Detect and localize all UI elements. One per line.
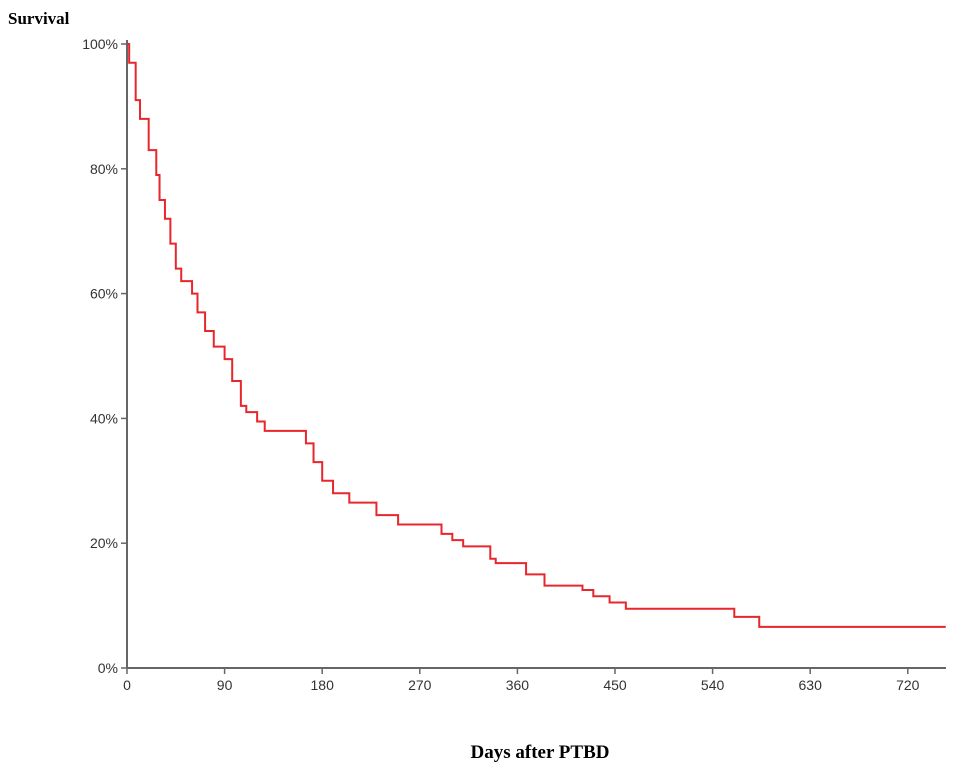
survival-curve	[127, 43, 946, 628]
y-tick-label: 0%	[98, 660, 118, 676]
y-axis-title: Survival	[8, 9, 70, 28]
x-tick-label: 270	[408, 677, 432, 693]
x-tick-label: 540	[701, 677, 725, 693]
y-tick-label: 40%	[90, 410, 118, 426]
x-tick-label: 720	[896, 677, 920, 693]
x-tick-label: 0	[123, 677, 131, 693]
y-tick-label: 80%	[90, 161, 118, 177]
x-tick-label: 180	[311, 677, 335, 693]
x-axis-title: Days after PTBD	[471, 742, 610, 763]
y-tick-label: 20%	[90, 535, 118, 551]
x-tick-label: 90	[217, 677, 233, 693]
y-tick-label: 60%	[90, 286, 118, 302]
x-tick-label: 360	[506, 677, 530, 693]
y-tick-label: 100%	[82, 36, 118, 52]
x-tick-label: 450	[603, 677, 627, 693]
x-tick-label: 630	[799, 677, 823, 693]
